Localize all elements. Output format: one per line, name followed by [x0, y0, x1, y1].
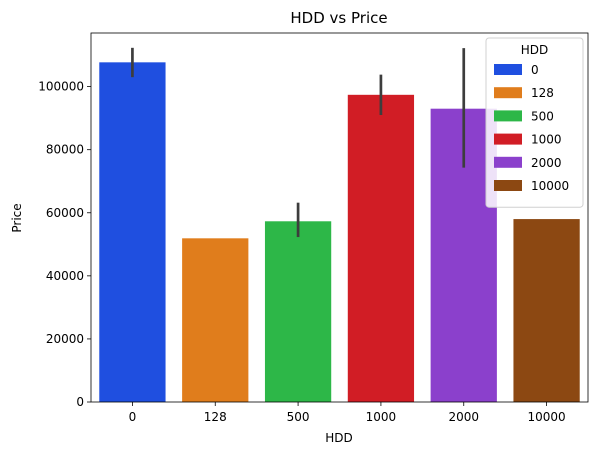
- legend-label-1000: 1000: [531, 133, 562, 147]
- legend-swatch-128: [494, 87, 522, 99]
- bar-128: [182, 238, 249, 402]
- y-axis-label: Price: [10, 203, 24, 232]
- plot-area: 0 128 500 1000 2000 1000002000040000600008000…: [38, 32, 589, 424]
- legend-swatch-500: [494, 110, 522, 122]
- bar-0: [99, 62, 166, 402]
- x-tick-label-10000: 10000: [527, 410, 565, 424]
- legend-swatch-2000: [494, 156, 522, 168]
- x-tick-label-1000: 1000: [366, 410, 397, 424]
- y-tick-label-60000: 60000: [46, 206, 84, 220]
- y-tick-label-80000: 80000: [46, 143, 84, 157]
- chart-title: HDD vs Price: [290, 9, 387, 27]
- bar-10000: [513, 219, 580, 402]
- y-tick-label-0: 0: [76, 395, 84, 409]
- legend-title: HDD: [521, 43, 549, 57]
- legend-label-10000: 10000: [531, 179, 569, 193]
- legend-label-500: 500: [531, 109, 554, 123]
- legend-label-2000: 2000: [531, 156, 562, 170]
- x-axis-label: HDD: [325, 431, 353, 445]
- x-tick-label-0: 0: [129, 410, 137, 424]
- legend-label-0: 0: [531, 63, 539, 77]
- legend-swatch-1000: [494, 133, 522, 145]
- legend-swatch-0: [494, 64, 522, 75]
- legend-swatch-10000: [494, 180, 522, 191]
- bar-1000: [347, 94, 415, 403]
- legend-label-128: 128: [531, 86, 554, 100]
- legend: HDD 0 128 500 1000 2000 10000: [485, 37, 584, 208]
- x-tick-label-2000: 2000: [448, 410, 479, 424]
- x-tick-label-500: 500: [287, 410, 310, 424]
- x-tick-label-128: 128: [204, 410, 227, 424]
- y-tick-label-100000: 100000: [38, 80, 84, 94]
- plot-frame: [90, 32, 589, 403]
- bar-500: [264, 221, 332, 402]
- y-tick-label-20000: 20000: [46, 332, 84, 346]
- y-tick-label-40000: 40000: [46, 269, 84, 283]
